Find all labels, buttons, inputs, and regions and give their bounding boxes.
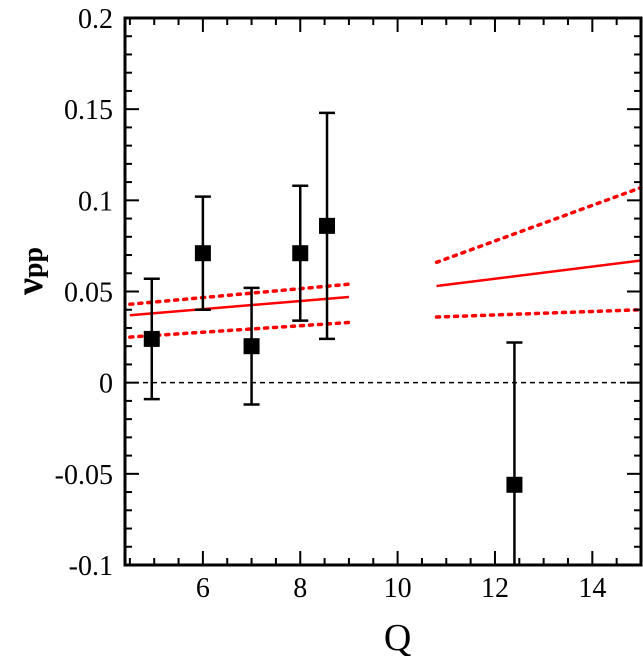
x-tick-label: 14 bbox=[578, 573, 606, 604]
data-point bbox=[292, 184, 309, 322]
x-axis-title: Q bbox=[384, 617, 411, 656]
point-marker bbox=[292, 245, 309, 262]
y-axis-title-main: νpp bbox=[9, 247, 51, 296]
data-point bbox=[319, 111, 336, 341]
data-point bbox=[194, 195, 211, 311]
x-tick-label: 10 bbox=[384, 573, 412, 604]
fit-lower-bound bbox=[128, 320, 351, 339]
y-axis-symbol: ν bbox=[9, 278, 51, 296]
point-marker bbox=[506, 476, 523, 493]
data-point bbox=[243, 286, 260, 406]
fit-central-line bbox=[436, 259, 642, 288]
x-tick-label: 12 bbox=[481, 573, 509, 604]
x-tick-label: 6 bbox=[196, 573, 210, 604]
data-point bbox=[506, 341, 523, 565]
data-points bbox=[143, 111, 523, 565]
fit-upper-bound bbox=[434, 185, 643, 265]
y-tick-label: 0.2 bbox=[78, 4, 113, 35]
y-axis-subscript: pp bbox=[18, 247, 49, 278]
point-marker bbox=[319, 217, 336, 234]
y-tick-label: 0 bbox=[99, 369, 113, 400]
y-tick-label: 0.15 bbox=[64, 95, 113, 126]
point-marker bbox=[194, 245, 211, 262]
y-axis-title: νpp bbox=[9, 247, 51, 296]
point-marker bbox=[143, 330, 160, 347]
fit-lower-bound bbox=[434, 307, 643, 319]
y-tick-label: -0.05 bbox=[55, 460, 113, 491]
plot-frame bbox=[123, 16, 643, 567]
fit-curves bbox=[128, 185, 643, 339]
x-tick-label: 8 bbox=[293, 573, 307, 604]
y-tick-label: -0.1 bbox=[69, 551, 113, 582]
y-tick-labels: -0.1 -0.05 0 0.05 0.1 0.15 0.2 bbox=[55, 4, 113, 582]
y-tick-label: 0.05 bbox=[64, 278, 113, 309]
data-point bbox=[143, 277, 160, 401]
x-tick-labels: 6 8 10 12 14 bbox=[196, 573, 606, 604]
fit-central-line bbox=[129, 295, 350, 317]
fit-upper-bound bbox=[128, 282, 351, 307]
y-tick-label: 0.1 bbox=[78, 186, 113, 217]
point-marker bbox=[243, 338, 260, 355]
